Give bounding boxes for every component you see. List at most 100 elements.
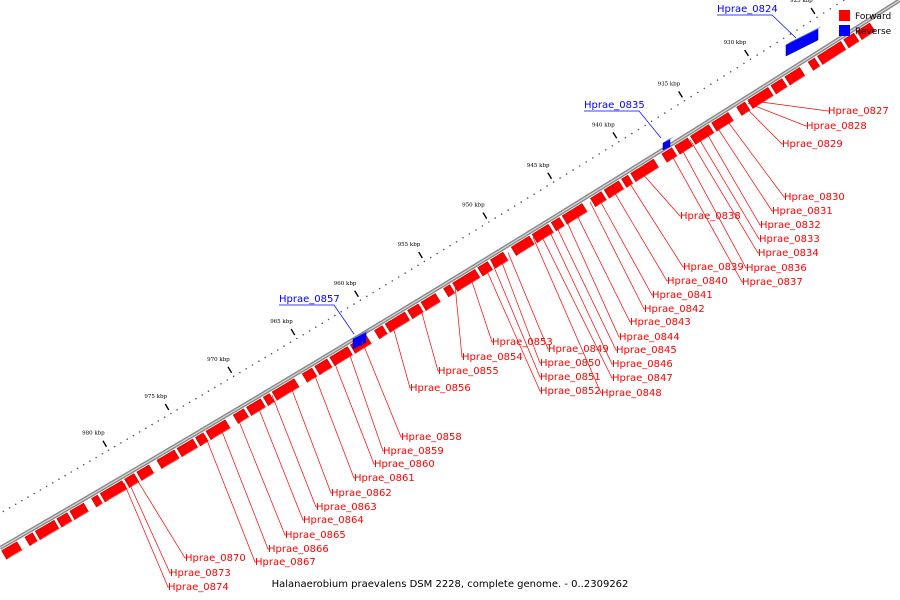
label-leader-line <box>626 178 685 268</box>
forward-gene-block <box>420 293 441 311</box>
gene-label-forward[interactable]: Hprae_0867 <box>255 557 316 568</box>
gene-label-forward[interactable]: Hprae_0827 <box>828 106 889 117</box>
gene-label-forward[interactable]: Hprae_0859 <box>383 446 444 457</box>
label-leader-line <box>547 227 614 365</box>
forward-gene-block <box>1 541 23 560</box>
gene-label-forward[interactable]: Hprae_0854 <box>462 352 523 363</box>
gene-label-forward[interactable]: Hprae_0864 <box>303 515 364 526</box>
track-dot <box>327 318 330 321</box>
gene-label-forward[interactable]: Hprae_0846 <box>612 359 673 370</box>
gene-label-forward[interactable]: Hprae_0834 <box>758 248 819 259</box>
gene-label-forward[interactable]: Hprae_0858 <box>401 432 462 443</box>
forward-gene-block-face <box>848 38 864 48</box>
forward-gene-block <box>176 438 199 458</box>
track-dot <box>45 485 48 488</box>
track-dot <box>533 193 535 195</box>
track-dot <box>296 337 298 340</box>
gene-label-forward[interactable]: Hprae_0829 <box>782 139 843 150</box>
scale-tick-label: 930 kbp <box>724 40 747 46</box>
gene-label-forward[interactable]: Hprae_0842 <box>644 304 705 315</box>
track-dot <box>340 310 343 313</box>
gene-label-forward[interactable]: Hprae_0841 <box>652 290 713 301</box>
gene-label-reverse[interactable]: Hprae_0857 <box>279 294 340 305</box>
track-dot <box>76 467 79 470</box>
gene-label-forward[interactable]: Hprae_0865 <box>285 530 346 541</box>
track-dot <box>716 79 719 81</box>
scale-tick-label: 950 kbp <box>462 203 485 209</box>
gene-label-forward[interactable]: Hprae_0836 <box>746 263 807 274</box>
track-dot <box>27 496 29 498</box>
label-leader-line <box>279 304 355 335</box>
gene-label-forward[interactable]: Hprae_0849 <box>548 344 609 355</box>
gene-label-forward[interactable]: Hprae_0845 <box>616 345 677 356</box>
track-dot <box>637 128 640 131</box>
gene-label-forward[interactable]: Hprae_0870 <box>185 553 246 564</box>
forward-gene-block-face <box>268 398 279 406</box>
gene-label-forward[interactable]: Hprae_0844 <box>619 332 680 343</box>
gene-label-reverse[interactable]: Hprae_0824 <box>717 4 778 15</box>
forward-gene-block <box>246 398 266 416</box>
track-dot <box>346 307 349 309</box>
scale-tick-label: 970 kbp <box>207 357 230 363</box>
forward-gene-block <box>329 346 353 367</box>
forward-gene-block-face <box>277 384 304 401</box>
forward-gene-block-face <box>667 153 682 163</box>
track-dot <box>809 20 812 23</box>
forward-gene-block-face <box>495 257 513 269</box>
forward-gene-block-face <box>626 180 638 188</box>
gene-label-forward[interactable]: Hprae_0850 <box>540 358 601 369</box>
gene-label-forward[interactable]: Hprae_0861 <box>354 473 415 484</box>
gene-label-forward[interactable]: Hprae_0862 <box>331 488 392 499</box>
track-dot <box>736 66 739 69</box>
gene-label-forward[interactable]: Hprae_0853 <box>492 337 553 348</box>
track-dot <box>624 136 627 139</box>
gene-label-forward[interactable]: Hprae_0832 <box>760 220 821 231</box>
gene-label-forward[interactable]: Hprae_0866 <box>268 544 329 555</box>
track-dot <box>82 463 85 466</box>
gene-label-forward[interactable]: Hprae_0831 <box>772 206 833 217</box>
label-leader-line <box>669 152 744 283</box>
track-dot <box>207 390 210 393</box>
gene-label-forward[interactable]: Hprae_0837 <box>742 277 803 288</box>
gene-label-forward[interactable]: Hprae_0828 <box>806 121 867 132</box>
gene-label-forward[interactable]: Hprae_0840 <box>667 276 728 287</box>
gene-label-forward[interactable]: Hprae_0838 <box>680 211 741 222</box>
gene-label-forward[interactable]: Hprae_0830 <box>784 192 845 203</box>
gene-label-forward[interactable]: Hprae_0855 <box>438 366 499 377</box>
gene-label-forward[interactable]: Hprae_0848 <box>601 388 662 399</box>
track-dot <box>39 489 42 491</box>
label-leader-line <box>597 196 654 296</box>
gene-label-forward[interactable]: Hprae_0852 <box>540 386 601 397</box>
track-dot <box>201 394 203 396</box>
forward-gene-block <box>384 311 411 333</box>
gene-label-reverse[interactable]: Hprae_0835 <box>584 100 645 111</box>
gene-label-forward[interactable]: Hprae_0839 <box>683 262 744 273</box>
gene-label-forward[interactable]: Hprae_0851 <box>540 372 601 383</box>
forward-gene-block-face <box>679 143 697 155</box>
gene-label-forward[interactable]: Hprae_0860 <box>374 459 435 470</box>
scale-tick <box>678 91 683 98</box>
track-dot <box>565 173 568 175</box>
track-dot <box>70 471 73 473</box>
gene-label-forward[interactable]: Hprae_0843 <box>630 317 691 328</box>
track-dot <box>611 145 614 147</box>
gene-label-forward[interactable]: Hprae_0873 <box>170 568 231 579</box>
gene-label-forward[interactable]: Hprae_0874 <box>168 582 229 593</box>
gene-label-forward[interactable]: Hprae_0863 <box>316 502 377 513</box>
scale-tick-label: 965 kbp <box>270 319 293 325</box>
figure-caption: Halanaerobium praevalens DSM 2228, compl… <box>272 579 629 590</box>
label-leaders <box>123 14 830 588</box>
forward-gene-block-face <box>355 340 376 354</box>
gene-label-forward[interactable]: Hprae_0856 <box>410 383 471 394</box>
forward-gene-block-face <box>129 479 144 488</box>
track-dot <box>552 181 555 183</box>
label-leader-line <box>271 395 318 508</box>
track-dot <box>782 37 785 40</box>
gene-label-forward[interactable]: Hprae_0847 <box>612 373 673 384</box>
forward-gene-block <box>590 191 607 208</box>
track-dot <box>176 409 178 411</box>
track-dot <box>14 503 17 506</box>
gene-label-forward[interactable]: Hprae_0833 <box>759 234 820 245</box>
forward-gene-block-face <box>6 547 26 560</box>
